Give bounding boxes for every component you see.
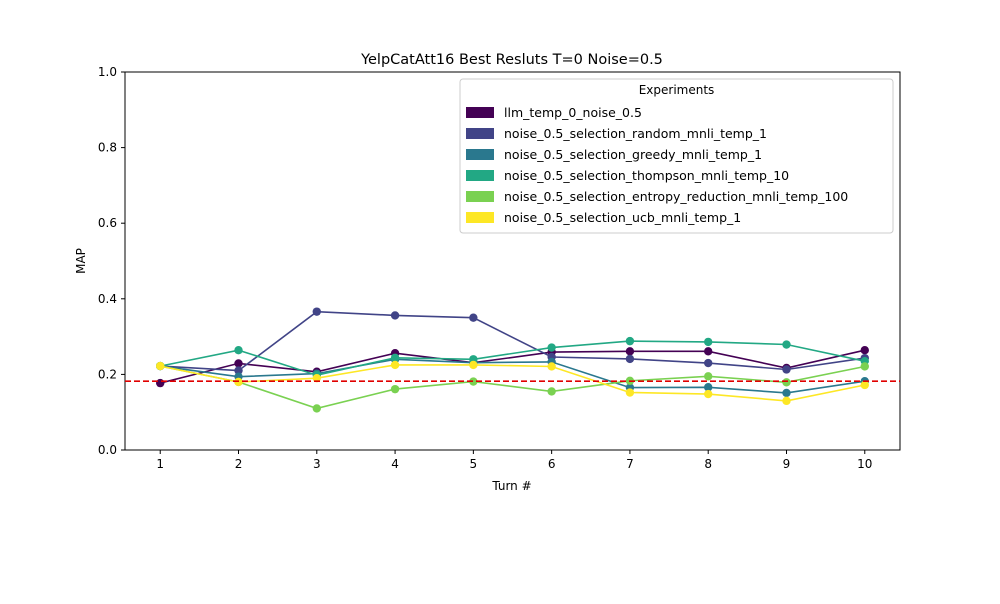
data-point — [704, 383, 713, 392]
legend: Experiments llm_temp_0_noise_0.5 noise_0.5… — [459, 78, 894, 234]
data-point — [860, 380, 869, 390]
legend-swatch — [466, 149, 494, 160]
y-axis-label: MAP — [74, 248, 88, 274]
data-point — [782, 340, 791, 349]
legend-swatch — [466, 107, 494, 118]
x-tick-label: 1 — [156, 457, 164, 471]
y-tick-label: 0.4 — [98, 292, 117, 306]
data-point — [312, 404, 321, 413]
x-tick-label: 9 — [783, 457, 791, 471]
data-point — [547, 343, 556, 352]
data-point — [782, 396, 791, 406]
data-point — [704, 389, 713, 399]
x-axis-label: Turn # — [491, 479, 531, 493]
legend-box — [459, 78, 894, 234]
series-line — [160, 340, 865, 377]
data-point — [625, 347, 635, 356]
legend-swatch — [466, 212, 494, 223]
legend-item-label: noise_0.5_selection_thompson_mnli_temp_1… — [504, 168, 789, 183]
series-line — [160, 349, 865, 384]
legend-title: Experiments — [639, 83, 715, 97]
x-tick-label: 7 — [626, 457, 634, 471]
series-line — [160, 364, 865, 402]
legend-item-label: noise_0.5_selection_random_mnli_temp_1 — [504, 126, 767, 141]
legend-item-label: llm_temp_0_noise_0.5 — [504, 105, 642, 120]
x-tick-label: 5 — [470, 457, 478, 471]
series-line — [160, 358, 865, 394]
x-tick-label: 10 — [857, 457, 872, 471]
data-point — [390, 353, 400, 362]
data-point — [704, 347, 713, 356]
legend-swatch — [466, 128, 494, 139]
data-point — [860, 362, 869, 371]
data-point — [469, 313, 478, 322]
y-tick-label: 1.0 — [98, 65, 117, 79]
y-tick-label: 0.2 — [98, 367, 117, 381]
legend-swatch — [466, 191, 494, 202]
y-tick-label: 0.0 — [98, 443, 117, 457]
data-point — [547, 387, 556, 396]
data-point — [234, 346, 243, 355]
data-point — [390, 360, 400, 370]
data-point — [704, 372, 713, 381]
data-point — [312, 307, 321, 316]
data-point — [390, 311, 400, 320]
data-point — [860, 346, 869, 355]
data-point — [547, 362, 556, 371]
x-tick-label: 2 — [235, 457, 243, 471]
data-point — [469, 377, 478, 386]
data-point — [782, 378, 791, 387]
legend-item-label: noise_0.5_selection_entropy_reduction_mn… — [504, 189, 848, 204]
data-point — [156, 378, 165, 388]
legend-item-label: noise_0.5_selection_greedy_mnli_temp_1 — [504, 147, 762, 162]
data-point — [625, 336, 635, 346]
data-point — [469, 360, 478, 370]
legend-swatch — [466, 170, 494, 181]
x-tick-label: 8 — [704, 457, 712, 471]
x-tick-label: 4 — [391, 457, 399, 471]
legend-item-label: noise_0.5_selection_ucb_mnli_temp_1 — [504, 210, 741, 225]
data-point — [390, 384, 400, 394]
data-point — [782, 365, 791, 374]
data-point — [234, 359, 243, 368]
chart-title: YelpCatAtt16 Best Resluts T=0 Noise=0.5 — [360, 52, 663, 68]
data-point — [234, 366, 243, 375]
series-line — [160, 310, 865, 372]
data-point — [704, 358, 713, 368]
y-tick-label: 0.6 — [98, 216, 117, 230]
data-point — [312, 373, 321, 383]
data-point — [156, 361, 165, 371]
plot-area: 1 2 3 4 5 6 7 8 9 10 0.0 0.2 0.4 0.6 0.8 1.0 — [98, 65, 901, 471]
data-point — [625, 388, 635, 397]
data-point — [704, 337, 713, 347]
axes-frame — [124, 71, 901, 451]
x-tick-label: 6 — [548, 457, 556, 471]
series-line — [160, 365, 865, 410]
data-point — [625, 354, 635, 364]
x-tick-label: 3 — [313, 457, 321, 471]
data-point — [782, 388, 791, 398]
y-tick-label: 0.8 — [98, 141, 117, 155]
